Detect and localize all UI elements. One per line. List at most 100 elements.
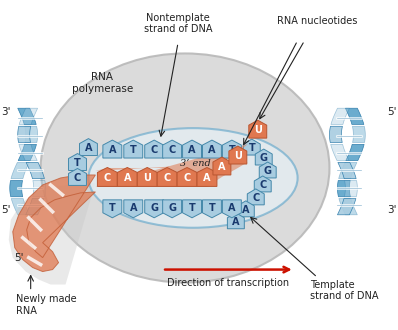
Text: A: A bbox=[203, 173, 211, 183]
Polygon shape bbox=[254, 176, 271, 192]
Polygon shape bbox=[18, 144, 37, 161]
Polygon shape bbox=[103, 140, 122, 158]
Polygon shape bbox=[124, 200, 143, 218]
Text: Newly made
RNA: Newly made RNA bbox=[16, 294, 76, 316]
Text: T: T bbox=[109, 203, 116, 213]
Text: G: G bbox=[168, 203, 176, 213]
Polygon shape bbox=[331, 144, 349, 161]
Text: A: A bbox=[109, 145, 116, 155]
Polygon shape bbox=[222, 140, 241, 158]
Text: A: A bbox=[85, 143, 92, 153]
Polygon shape bbox=[25, 126, 38, 143]
Text: 5': 5' bbox=[1, 205, 11, 215]
Polygon shape bbox=[117, 168, 137, 186]
Text: A: A bbox=[232, 217, 240, 227]
Text: T: T bbox=[248, 143, 255, 153]
Text: C: C bbox=[150, 145, 158, 155]
Polygon shape bbox=[344, 181, 357, 197]
Ellipse shape bbox=[88, 128, 298, 228]
Text: C: C bbox=[168, 145, 176, 155]
Polygon shape bbox=[177, 168, 197, 186]
Polygon shape bbox=[13, 175, 96, 272]
Polygon shape bbox=[80, 139, 98, 155]
Text: T: T bbox=[130, 145, 137, 155]
Polygon shape bbox=[203, 200, 221, 218]
Polygon shape bbox=[26, 162, 45, 179]
Polygon shape bbox=[222, 200, 241, 218]
Ellipse shape bbox=[41, 53, 330, 282]
Polygon shape bbox=[352, 126, 365, 143]
Polygon shape bbox=[339, 162, 357, 179]
Polygon shape bbox=[331, 108, 349, 124]
Polygon shape bbox=[183, 200, 201, 218]
Polygon shape bbox=[227, 213, 244, 229]
Text: 3': 3' bbox=[387, 205, 397, 215]
Polygon shape bbox=[18, 126, 31, 143]
Polygon shape bbox=[68, 169, 86, 185]
Polygon shape bbox=[145, 140, 164, 158]
Polygon shape bbox=[330, 126, 342, 143]
Polygon shape bbox=[103, 200, 122, 218]
Text: U: U bbox=[143, 173, 151, 183]
Polygon shape bbox=[346, 144, 364, 161]
Polygon shape bbox=[11, 199, 30, 215]
Polygon shape bbox=[203, 140, 221, 158]
Polygon shape bbox=[26, 199, 44, 215]
Text: T: T bbox=[209, 203, 215, 213]
Polygon shape bbox=[243, 139, 260, 155]
Text: 5': 5' bbox=[14, 253, 23, 263]
Polygon shape bbox=[163, 200, 181, 218]
Text: RNA nucleotides: RNA nucleotides bbox=[277, 16, 358, 26]
Polygon shape bbox=[345, 108, 364, 124]
Polygon shape bbox=[339, 199, 357, 215]
Polygon shape bbox=[229, 146, 247, 164]
Polygon shape bbox=[183, 140, 201, 158]
Polygon shape bbox=[68, 153, 86, 171]
Polygon shape bbox=[137, 168, 157, 186]
Polygon shape bbox=[9, 183, 96, 284]
Text: C: C bbox=[183, 173, 191, 183]
Text: G: G bbox=[150, 203, 158, 213]
Text: A: A bbox=[188, 145, 196, 155]
Polygon shape bbox=[249, 120, 267, 138]
Text: Template
strand of DNA: Template strand of DNA bbox=[310, 280, 378, 301]
Text: C: C bbox=[252, 193, 259, 203]
Polygon shape bbox=[33, 181, 46, 197]
Text: A: A bbox=[228, 203, 236, 213]
Text: A: A bbox=[242, 205, 250, 215]
Polygon shape bbox=[338, 162, 356, 179]
Text: Direction of transcription: Direction of transcription bbox=[167, 278, 289, 287]
Polygon shape bbox=[18, 108, 36, 124]
Text: G: G bbox=[264, 166, 272, 176]
Text: A: A bbox=[218, 162, 226, 172]
Polygon shape bbox=[163, 140, 181, 158]
Polygon shape bbox=[11, 162, 29, 179]
Polygon shape bbox=[145, 200, 164, 218]
Text: A: A bbox=[208, 145, 216, 155]
Polygon shape bbox=[237, 201, 254, 217]
Polygon shape bbox=[255, 149, 272, 165]
Text: 5': 5' bbox=[387, 107, 397, 117]
Polygon shape bbox=[124, 140, 143, 158]
Polygon shape bbox=[98, 168, 117, 186]
Text: U: U bbox=[234, 151, 242, 161]
Text: A: A bbox=[123, 173, 131, 183]
Text: T: T bbox=[74, 158, 81, 168]
Text: U: U bbox=[254, 125, 262, 135]
Text: RNA
polymerase: RNA polymerase bbox=[72, 72, 133, 94]
Text: 3': 3' bbox=[1, 107, 11, 117]
Polygon shape bbox=[19, 108, 38, 124]
Polygon shape bbox=[10, 181, 23, 197]
Polygon shape bbox=[338, 199, 356, 215]
Text: G: G bbox=[260, 153, 268, 163]
Text: T: T bbox=[228, 145, 235, 155]
Text: 3’ end: 3’ end bbox=[179, 158, 211, 168]
Polygon shape bbox=[259, 162, 276, 178]
Text: A: A bbox=[129, 203, 137, 213]
Polygon shape bbox=[338, 181, 350, 197]
Text: C: C bbox=[74, 173, 81, 183]
Polygon shape bbox=[19, 144, 37, 161]
Text: C: C bbox=[164, 173, 171, 183]
Polygon shape bbox=[157, 168, 177, 186]
Text: C: C bbox=[104, 173, 111, 183]
